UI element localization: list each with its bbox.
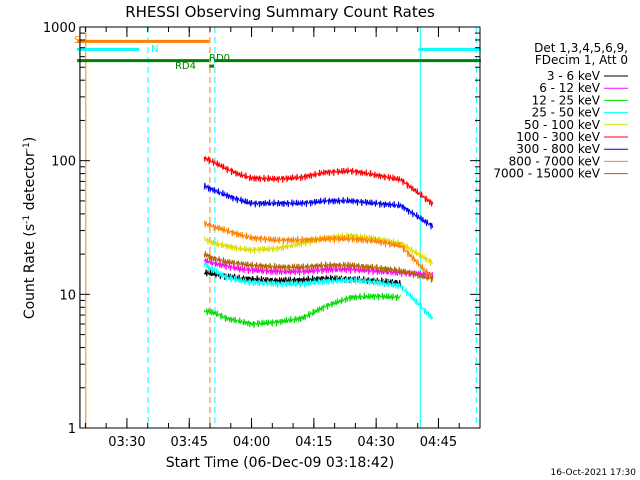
x-axis-label: Start Time (06-Dec-09 03:18:42) bbox=[166, 455, 394, 471]
legend-header-line-2: FDecim 1, Att 0 bbox=[535, 53, 628, 67]
y-tick-label-0: 1 bbox=[68, 422, 76, 437]
legend-label-8: 7000 - 15000 keV bbox=[493, 167, 600, 181]
y-axis-label-end: ) bbox=[22, 137, 38, 142]
y-axis-label-main: Count Rate (s bbox=[22, 224, 38, 319]
legend-label-2: 12 - 25 keV bbox=[532, 93, 601, 107]
legend-label-4: 50 - 100 keV bbox=[524, 118, 601, 132]
y-axis-label-sup1: -1 bbox=[22, 215, 32, 224]
x-tick-label-5: 04:45 bbox=[420, 435, 457, 450]
y-axis-label-sup2: -1 bbox=[22, 142, 32, 151]
legend-label-0: 3 - 6 keV bbox=[547, 69, 601, 83]
x-tick-label-2: 04:00 bbox=[233, 435, 270, 450]
legend-label-3: 25 - 50 keV bbox=[532, 106, 601, 120]
series-line-6 bbox=[203, 182, 434, 230]
x-tick-label-3: 04:15 bbox=[295, 435, 332, 450]
series-line-4 bbox=[203, 231, 434, 266]
flag-label-N: N bbox=[151, 44, 158, 55]
legend-label-1: 6 - 12 keV bbox=[539, 81, 601, 95]
y-tick-label-1: 10 bbox=[59, 288, 76, 303]
y-tick-label-2: 100 bbox=[51, 155, 76, 170]
x-tick-label-0: 03:30 bbox=[108, 435, 145, 450]
generation-timestamp: 16-Oct-2021 17:30 bbox=[551, 468, 637, 478]
series-line-5 bbox=[203, 155, 434, 207]
x-tick-label-4: 04:30 bbox=[357, 435, 394, 450]
x-tick-label-1: 03:45 bbox=[171, 435, 208, 450]
series-line-2 bbox=[203, 292, 401, 328]
legend-label-5: 100 - 300 keV bbox=[516, 130, 600, 144]
flag-label-S: S bbox=[74, 35, 80, 46]
y-tick-label-3: 1000 bbox=[43, 21, 76, 36]
series-line-1 bbox=[203, 257, 434, 279]
legend-label-6: 300 - 800 keV bbox=[516, 142, 600, 156]
plot-frame bbox=[79, 26, 481, 429]
y-axis-label-mid: detector bbox=[22, 151, 38, 215]
plot-area: S N RD0 RD4 1 10 100 1000 03:30 03:45 04:00 04:15 04… bbox=[43, 21, 481, 450]
y-axis-label: Count Rate (s-1 detector-1) bbox=[22, 137, 38, 319]
series-line-7 bbox=[203, 220, 434, 282]
legend-header-line-1: Det 1,3,4,5,6,9, bbox=[534, 41, 628, 55]
legend-label-7: 800 - 7000 keV bbox=[509, 154, 601, 168]
flag-label-RD0: RD0 bbox=[209, 53, 230, 64]
series-line-3 bbox=[203, 262, 434, 320]
series-line-8 bbox=[203, 251, 434, 283]
chart-title: RHESSI Observing Summary Count Rates bbox=[125, 3, 435, 21]
flag-label-RD4: RD4 bbox=[175, 61, 196, 72]
